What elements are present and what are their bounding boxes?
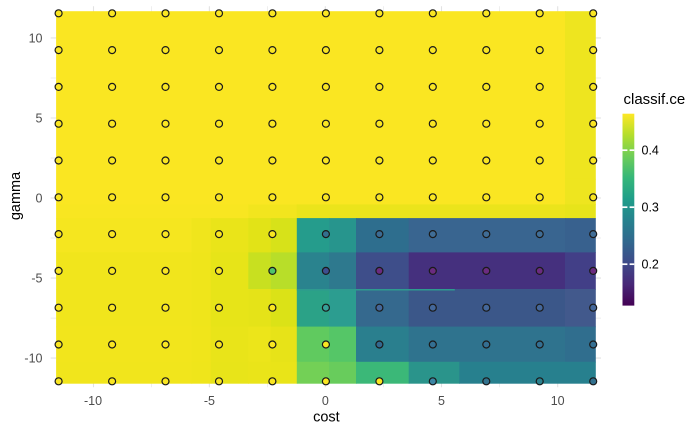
svg-text:cost: cost [313, 410, 340, 426]
svg-text:-10: -10 [24, 352, 42, 366]
svg-text:5: 5 [36, 111, 43, 125]
svg-text:gamma: gamma [8, 171, 24, 220]
svg-text:10: 10 [29, 31, 43, 45]
svg-text:-5: -5 [31, 272, 42, 286]
svg-text:5: 5 [438, 394, 445, 408]
svg-text:0.3: 0.3 [642, 201, 659, 215]
svg-text:0.4: 0.4 [642, 144, 659, 158]
svg-text:0: 0 [322, 394, 329, 408]
svg-text:-5: -5 [204, 394, 215, 408]
svg-text:-10: -10 [84, 394, 102, 408]
svg-text:0.2: 0.2 [642, 258, 659, 272]
svg-text:0: 0 [36, 191, 43, 205]
svg-text:10: 10 [551, 394, 565, 408]
svg-text:classif.ce: classif.ce [624, 91, 686, 108]
